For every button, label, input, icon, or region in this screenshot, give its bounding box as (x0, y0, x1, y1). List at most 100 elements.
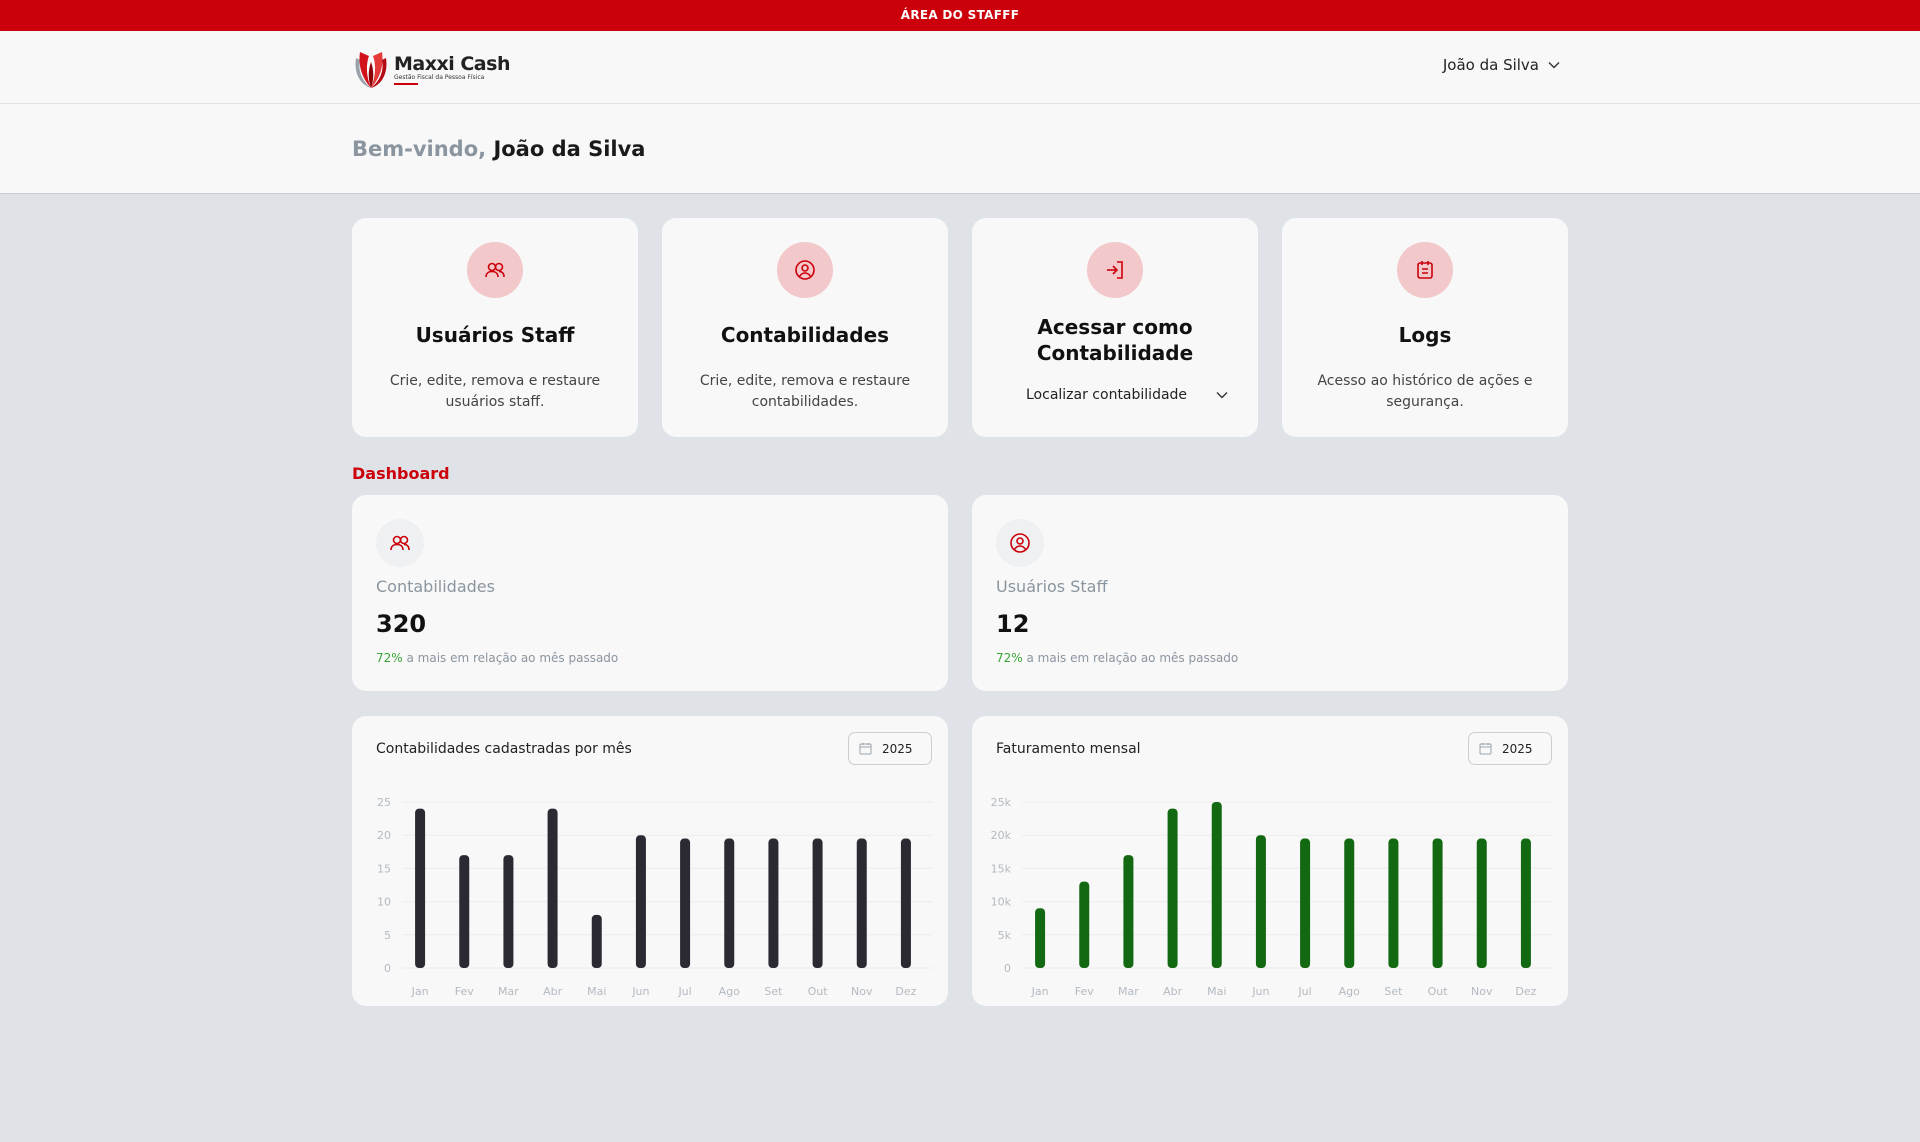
user-circle-icon (996, 519, 1044, 567)
x-tick-label: Jun (631, 985, 649, 998)
welcome-prefix: Bem-vindo, (352, 137, 487, 161)
bar (1432, 838, 1443, 968)
bar-chart: 0 5k 10k 15k 20k 25k Jan Fev Mar Abr Mai Jun Jul Ago S… (991, 796, 1552, 998)
x-tick-label: Set (1384, 985, 1403, 998)
x-tick-label: Dez (895, 985, 916, 998)
y-tick-label: 20 (377, 829, 391, 842)
bar (1167, 808, 1178, 968)
year-value: 2025 (1502, 741, 1533, 756)
x-tick-label: Out (1428, 985, 1449, 998)
x-tick-label: Abr (543, 985, 563, 998)
card-title: Contabilidades (720, 323, 890, 347)
x-tick-label: Fev (1075, 985, 1094, 998)
card-usuarios-staff[interactable]: Usuários Staff Crie, edite, remova e res… (352, 218, 638, 437)
charts-row: Contabilidades cadastradas por mês 2025 … (352, 716, 1568, 1006)
y-tick-label: 0 (384, 962, 391, 975)
bar (724, 838, 735, 968)
calendar-icon (1479, 743, 1492, 755)
y-tick-label: 5 (384, 929, 391, 942)
bar (1079, 881, 1090, 968)
bar (459, 855, 470, 968)
card-description: Crie, edite, remova e restaure usuários … (389, 373, 601, 410)
chart-title: Contabilidades cadastradas por mês (376, 741, 632, 757)
y-tick-label: 15 (377, 862, 391, 875)
y-tick-label: 25k (991, 796, 1012, 809)
card-logs[interactable]: Logs Acesso ao histórico de ações e segu… (1282, 218, 1568, 437)
bar (856, 838, 867, 968)
bar (680, 838, 691, 968)
x-tick-label: Jul (677, 985, 691, 998)
logo-underline (394, 82, 418, 85)
x-tick-label: Ago (1339, 985, 1361, 998)
card-description: Acesso ao histórico de ações e segurança… (1317, 373, 1533, 410)
x-tick-label: Ago (719, 985, 741, 998)
year-picker-button[interactable]: 2025 (848, 732, 932, 765)
card-contabilidades[interactable]: Contabilidades Crie, edite, remova e res… (662, 218, 948, 437)
stat-note-text: a mais em relação ao mês passado (1022, 651, 1239, 665)
users-icon (467, 242, 523, 298)
card-acessar-como-contabilidade: Acessar como Contabilidade Localizar con… (972, 218, 1258, 437)
calendar-icon (859, 743, 872, 755)
bar (503, 855, 514, 968)
bar (1476, 838, 1487, 968)
bar (547, 808, 558, 968)
stat-percent: 72% (376, 651, 403, 665)
bar (1035, 908, 1046, 968)
x-tick-label: Nov (1471, 985, 1493, 998)
y-tick-label: 20k (991, 829, 1012, 842)
chart-title: Faturamento mensal (996, 741, 1141, 757)
bar-chart: 0 5 10 15 20 25 Jan Fev Mar Abr Mai Jun Jul Ago Set Out… (377, 796, 932, 998)
card-title: Acessar como Contabilidade (1036, 315, 1194, 365)
bar (1300, 838, 1311, 968)
x-tick-label: Mai (587, 985, 606, 998)
contabilidade-select[interactable]: Localizar contabilidade (1026, 387, 1228, 403)
chart-card-contabilidades: Contabilidades cadastradas por mês 2025 … (352, 716, 948, 1006)
stat-note: 72% a mais em relação ao mês passado (376, 651, 618, 665)
bar (1211, 802, 1222, 968)
brand-logo[interactable]: Maxxi Cash Gestão Fiscal da Pessoa Físic… (352, 48, 510, 90)
action-cards: Usuários Staff Crie, edite, remova e res… (352, 218, 1568, 437)
user-menu[interactable]: João da Silva (1443, 56, 1560, 74)
bar (1255, 835, 1266, 968)
y-tick-label: 15k (991, 862, 1012, 875)
x-tick-label: Abr (1163, 985, 1183, 998)
chart-card-faturamento: Faturamento mensal 2025 0 5k 10k 15k 20k 25k J… (972, 716, 1568, 1006)
x-tick-label: Mai (1207, 985, 1226, 998)
logo-flame-icon (355, 52, 387, 88)
stat-card-usuarios-staff: Usuários Staff 12 72% a mais em relação … (972, 495, 1568, 691)
x-tick-label: Set (764, 985, 783, 998)
calendar-icon (1397, 242, 1453, 298)
user-name: João da Silva (1442, 56, 1539, 74)
bar (635, 835, 646, 968)
app-header: Maxxi Cash Gestão Fiscal da Pessoa Físic… (0, 31, 1920, 104)
staff-area-label: ÁREA DO STAFFF (900, 8, 1020, 22)
bar (812, 838, 823, 968)
x-tick-label: Jan (411, 985, 429, 998)
y-tick-label: 10k (991, 896, 1012, 909)
welcome-bar: Bem-vindo, João da Silva (0, 104, 1920, 194)
welcome-heading: Bem-vindo, João da Silva (352, 137, 645, 161)
bar (1388, 838, 1399, 968)
chevron-down-icon (1216, 392, 1228, 399)
y-tick-label: 0 (1004, 962, 1011, 975)
main-content: Usuários Staff Crie, edite, remova e res… (352, 218, 1568, 1006)
bar (591, 914, 602, 968)
dashboard-section-label: Dashboard (352, 464, 450, 483)
login-icon (1087, 242, 1143, 298)
bar (415, 808, 426, 968)
stat-label: Contabilidades (376, 577, 495, 596)
card-title: Logs (1398, 323, 1452, 347)
card-title: Usuários Staff (415, 323, 575, 347)
user-circle-icon (777, 242, 833, 298)
year-picker-button[interactable]: 2025 (1468, 732, 1552, 765)
stat-value: 12 (996, 610, 1030, 638)
card-description: Crie, edite, remova e restaure contabili… (699, 373, 911, 410)
x-tick-label: Mar (498, 985, 519, 998)
stat-note-text: a mais em relação ao mês passado (402, 651, 619, 665)
logo-subtitle: Gestão Fiscal da Pessoa Física (394, 73, 485, 81)
users-icon (376, 519, 424, 567)
bar (1520, 838, 1531, 968)
x-tick-label: Nov (851, 985, 873, 998)
x-tick-label: Dez (1515, 985, 1536, 998)
chevron-down-icon (1548, 62, 1560, 69)
